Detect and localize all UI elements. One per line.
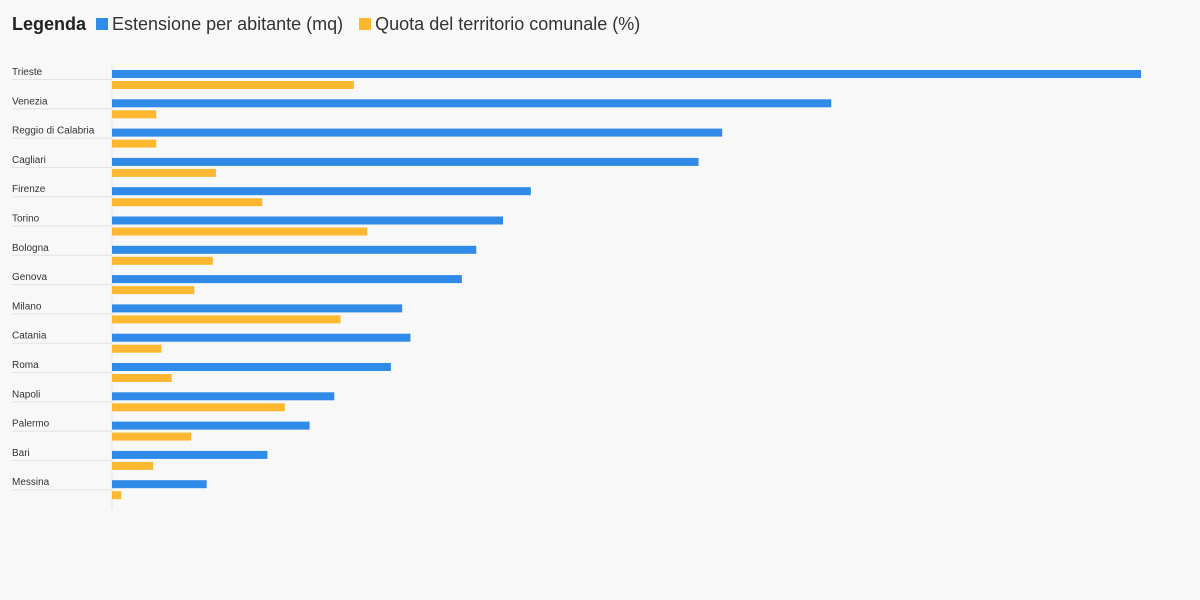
legend-label-estensione: Estensione per abitante (mq) [112, 13, 344, 34]
bar-quota[interactable] [112, 432, 192, 441]
bar-quota[interactable] [112, 227, 368, 236]
category-label: Roma [12, 360, 39, 371]
category-label: Napoli [12, 389, 40, 400]
bar-estensione[interactable] [112, 245, 477, 254]
category-label: Reggio di Calabria [12, 126, 95, 137]
legend-item-quota[interactable]: Quota del territorio comunale (%) [359, 14, 640, 35]
category-label: Torino [12, 214, 40, 225]
bar-quota[interactable] [112, 256, 213, 265]
bar-estensione[interactable] [112, 333, 411, 342]
legend-item-estensione[interactable]: Estensione per abitante (mq) [96, 14, 343, 35]
legend-label-quota: Quota del territorio comunale (%) [375, 13, 641, 34]
legend-swatch-estensione [96, 18, 109, 30]
bar-estensione[interactable] [112, 128, 723, 137]
category-label: Palermo [12, 419, 50, 430]
bar-estensione[interactable] [112, 216, 504, 225]
bar-quota[interactable] [112, 461, 154, 470]
category-label: Messina [12, 477, 50, 488]
bar-estensione[interactable] [112, 304, 403, 313]
bar-estensione[interactable] [112, 187, 531, 196]
bar-estensione[interactable] [112, 157, 699, 166]
category-label: Cagliari [12, 155, 46, 166]
bar-quota[interactable] [112, 198, 263, 207]
category-label: Firenze [12, 184, 46, 195]
category-label: Genova [12, 272, 47, 283]
category-label: Bologna [12, 243, 49, 254]
bar-estensione[interactable] [112, 70, 1141, 78]
category-label: Venezia [12, 96, 48, 107]
bar-estensione[interactable] [112, 99, 832, 108]
bar-quota[interactable] [112, 286, 195, 295]
bar-quota[interactable] [112, 168, 216, 177]
bar-estensione[interactable] [112, 275, 462, 284]
bar-quota[interactable] [112, 403, 285, 412]
bar-quota[interactable] [112, 374, 172, 382]
bar-estensione[interactable] [112, 480, 207, 489]
bar-quota[interactable] [112, 139, 157, 148]
category-label: Bari [12, 448, 30, 459]
category-label: Trieste [12, 67, 43, 78]
bar-quota[interactable] [112, 110, 157, 119]
bar-estensione[interactable] [112, 421, 310, 430]
bar-quota[interactable] [112, 491, 122, 500]
bar-quota[interactable] [112, 81, 354, 89]
bar-estensione[interactable] [112, 392, 335, 401]
legend-title: Legenda [12, 13, 87, 34]
bar-estensione[interactable] [112, 450, 268, 459]
category-label: Milano [12, 301, 42, 312]
bar-quota[interactable] [112, 315, 341, 324]
bar-estensione[interactable] [112, 363, 391, 371]
category-label: Catania [12, 331, 47, 342]
legend-swatch-quota [359, 18, 372, 30]
bar-quota[interactable] [112, 344, 162, 353]
legend: Legenda Estensione per abitante (mq) Quo… [12, 12, 656, 36]
